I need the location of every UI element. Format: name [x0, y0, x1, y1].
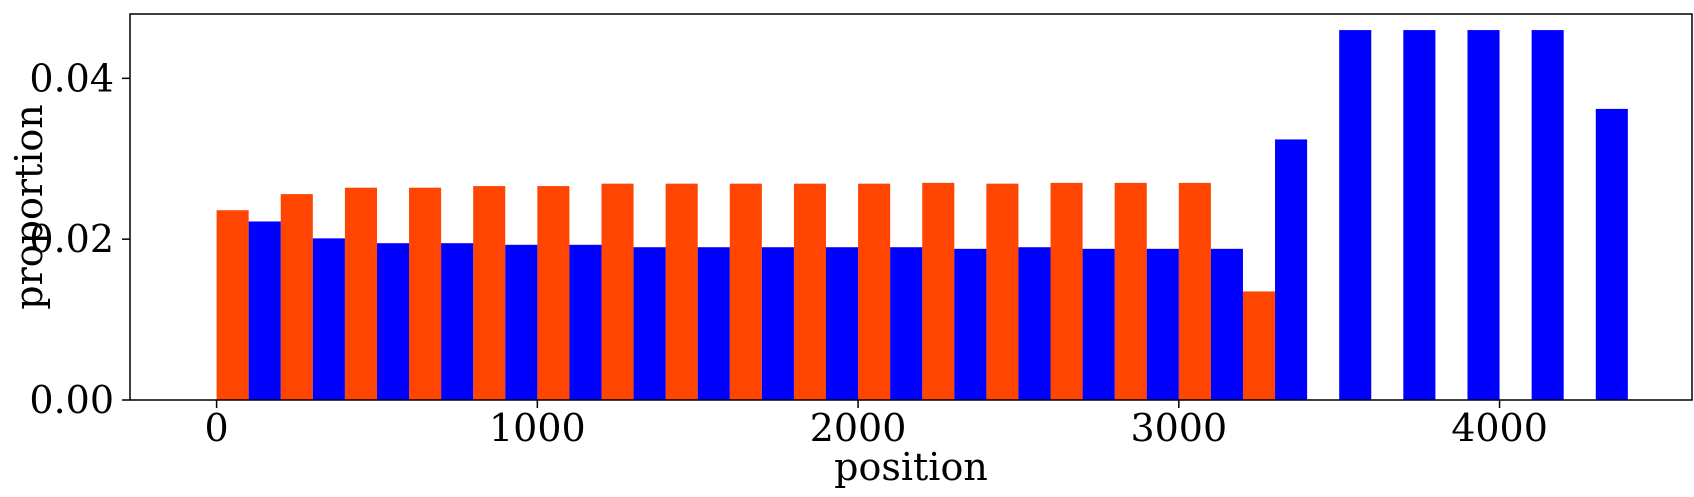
x-tick-label: 4000	[1451, 406, 1548, 450]
bar-series-1-0	[216, 210, 249, 400]
bar-series-2-1	[312, 238, 345, 400]
x-axis-ticks: 0 1000 2000 3000 4000	[205, 400, 1548, 450]
bar-series-2-4	[505, 244, 538, 400]
bar-series-1-9	[793, 183, 826, 400]
bar-series-2-17	[1339, 30, 1372, 401]
bar-series-1-1	[280, 194, 313, 400]
bar-series-1-13	[1050, 182, 1083, 401]
bar-series-1-16	[1242, 291, 1276, 400]
bar-series-2-9	[826, 247, 859, 400]
bar-series-1-8	[729, 183, 762, 400]
bar-series-1-3	[409, 187, 442, 400]
bar-series-1-6	[601, 183, 634, 400]
bar-series-2-13	[1082, 248, 1115, 400]
bar-series-2-11	[954, 248, 987, 400]
bar-series-1-14	[1114, 182, 1147, 401]
bar-series-2-7	[697, 247, 730, 400]
bar-series-1-12	[986, 183, 1019, 400]
bar-series-2-20	[1531, 30, 1564, 401]
bars-layer	[216, 30, 1628, 401]
bar-series-1-4	[473, 186, 506, 400]
x-tick-label: 2000	[810, 406, 907, 450]
bar-series-2-2	[376, 243, 410, 400]
y-tick-label: 0.02	[29, 217, 114, 261]
bar-series-1-7	[665, 183, 698, 400]
bar-series-2-3	[441, 243, 474, 400]
bar-series-2-10	[890, 247, 923, 400]
bar-series-2-15	[1210, 248, 1243, 400]
bar-series-2-0	[248, 221, 281, 400]
x-tick-label: 3000	[1130, 406, 1227, 450]
bar-series-2-21	[1595, 108, 1628, 400]
bar-series-2-19	[1467, 30, 1500, 401]
bar-series-2-6	[633, 247, 666, 400]
y-tick-label: 0.04	[29, 56, 114, 100]
bar-series-2-14	[1146, 248, 1179, 400]
y-axis-ticks: 0.00 0.02 0.04	[29, 56, 130, 422]
bar-series-1-2	[344, 187, 377, 400]
bar-series-1-11	[922, 182, 955, 401]
bar-series-1-5	[537, 186, 570, 400]
x-tick-label: 0	[205, 406, 229, 450]
plot-frame	[129, 13, 1693, 401]
x-tick-label: 1000	[489, 406, 586, 450]
y-axis-label: proportion	[7, 104, 51, 310]
x-axis-label: position	[834, 445, 988, 489]
bar-series-2-18	[1403, 30, 1436, 401]
bar-series-2-5	[569, 244, 602, 400]
bar-series-1-10	[858, 183, 891, 400]
bar-series-2-8	[761, 247, 794, 400]
y-tick-label: 0.00	[29, 378, 114, 422]
bar-series-2-16	[1275, 139, 1308, 400]
bar-series-2-12	[1018, 247, 1051, 400]
bar-series-1-15	[1178, 182, 1211, 401]
